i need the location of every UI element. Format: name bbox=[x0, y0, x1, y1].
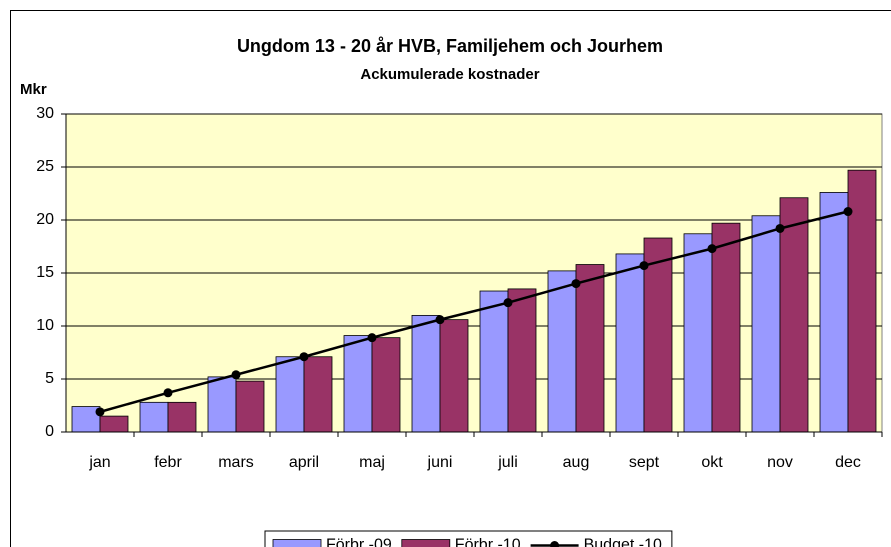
bar bbox=[711, 222, 741, 433]
x-tick-label: jan bbox=[88, 454, 110, 471]
bar bbox=[439, 319, 469, 433]
bar bbox=[99, 415, 129, 433]
bar bbox=[819, 192, 849, 433]
bar bbox=[139, 401, 169, 433]
line-marker bbox=[435, 315, 445, 325]
x-tick-label: aug bbox=[563, 454, 590, 471]
bar bbox=[575, 264, 605, 433]
bar bbox=[683, 233, 713, 433]
bar bbox=[615, 253, 645, 433]
line-marker bbox=[163, 388, 173, 398]
bar bbox=[411, 314, 441, 433]
bar bbox=[779, 197, 809, 433]
line-marker bbox=[299, 352, 309, 362]
bar bbox=[303, 356, 333, 433]
legend-swatch bbox=[401, 539, 451, 547]
x-tick-label: april bbox=[289, 454, 319, 471]
bar bbox=[275, 356, 305, 433]
bar bbox=[847, 169, 877, 433]
x-tick-label: mars bbox=[218, 454, 254, 471]
y-tick-label: 15 bbox=[36, 264, 54, 281]
bar bbox=[751, 215, 781, 433]
bar bbox=[643, 237, 673, 433]
legend-label: Budget -10 bbox=[584, 537, 662, 547]
line-marker bbox=[95, 407, 105, 417]
y-tick-label: 20 bbox=[36, 211, 54, 228]
line-marker bbox=[571, 279, 581, 289]
legend-label: Förbr -09 bbox=[326, 537, 392, 547]
bar bbox=[507, 288, 537, 433]
bar bbox=[343, 335, 373, 433]
line-marker bbox=[231, 370, 241, 380]
bar bbox=[167, 401, 197, 433]
x-tick-label: sept bbox=[629, 454, 660, 471]
y-axis-label: Mkr bbox=[20, 81, 47, 98]
y-tick-label: 0 bbox=[45, 423, 54, 440]
x-tick-label: nov bbox=[767, 454, 793, 471]
y-tick-label: 5 bbox=[45, 370, 54, 387]
legend-swatch bbox=[272, 539, 322, 547]
line-marker bbox=[367, 333, 377, 343]
legend-marker bbox=[550, 541, 560, 547]
y-tick-label: 25 bbox=[36, 158, 54, 175]
legend-label: Förbr -10 bbox=[455, 537, 521, 547]
line-marker bbox=[707, 244, 717, 254]
bar bbox=[71, 406, 101, 433]
legend: Förbr -09 Förbr -10 Budget -10 bbox=[264, 530, 673, 547]
line-marker bbox=[639, 261, 649, 271]
line-marker bbox=[843, 207, 853, 217]
x-tick-label: juni bbox=[427, 454, 453, 471]
line bbox=[99, 210, 849, 414]
y-tick-label: 30 bbox=[36, 105, 54, 122]
x-tick-label: maj bbox=[359, 454, 385, 471]
legend-box bbox=[264, 530, 673, 547]
bar bbox=[371, 337, 401, 433]
bar bbox=[235, 380, 265, 433]
line-marker bbox=[503, 298, 513, 308]
bar bbox=[479, 290, 509, 433]
x-tick-label: febr bbox=[154, 454, 182, 471]
bar bbox=[547, 270, 577, 433]
bar bbox=[207, 376, 237, 433]
y-tick-label: 10 bbox=[36, 317, 54, 334]
chart-subtitle: Ackumulerade kostnader bbox=[360, 66, 539, 83]
line-marker bbox=[775, 223, 785, 233]
x-tick-label: okt bbox=[701, 454, 723, 471]
x-tick-label: dec bbox=[835, 454, 861, 471]
chart-title: Ungdom 13 - 20 år HVB, Familjehem och Jo… bbox=[237, 36, 663, 56]
x-tick-label: juli bbox=[497, 454, 518, 471]
